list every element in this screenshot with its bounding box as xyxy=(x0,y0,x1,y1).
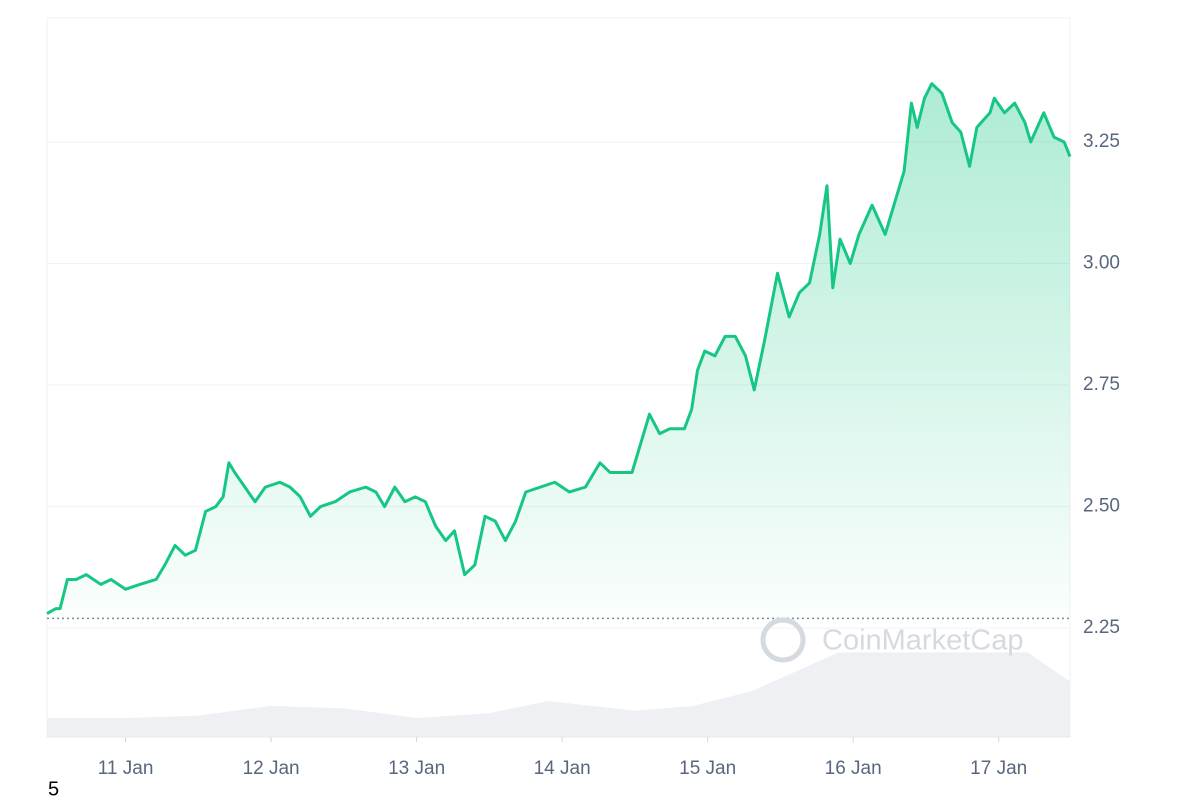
x-tick-label: 16 Jan xyxy=(825,758,882,779)
x-tick-label: 11 Jan xyxy=(98,758,154,779)
x-tick-label: 14 Jan xyxy=(534,758,591,779)
x-tick-label: 17 Jan xyxy=(970,758,1027,779)
price-line xyxy=(46,82,1072,615)
footnote: 5 xyxy=(48,778,59,800)
price-area xyxy=(47,83,1070,619)
x-tick-label: 13 Jan xyxy=(388,758,445,779)
plot: 2.25 2.50 2.75 3.00 3.25 11 Jan 12 Jan 13 Jan 14… xyxy=(46,82,1120,779)
y-tick-label: 2.50 xyxy=(1083,496,1120,517)
y-tick-label: 3.00 xyxy=(1083,253,1120,274)
watermark-logo xyxy=(760,617,806,663)
volume-area xyxy=(47,652,1070,737)
x-tick-label: 12 Jan xyxy=(243,758,300,779)
y-tick-label: 2.75 xyxy=(1083,374,1120,395)
y-tick-label: 2.25 xyxy=(1083,617,1120,638)
watermark: CoinMarketCap xyxy=(822,625,1023,657)
x-tick-label: 15 Jan xyxy=(679,758,736,779)
y-tick-label: 3.25 xyxy=(1083,131,1120,152)
